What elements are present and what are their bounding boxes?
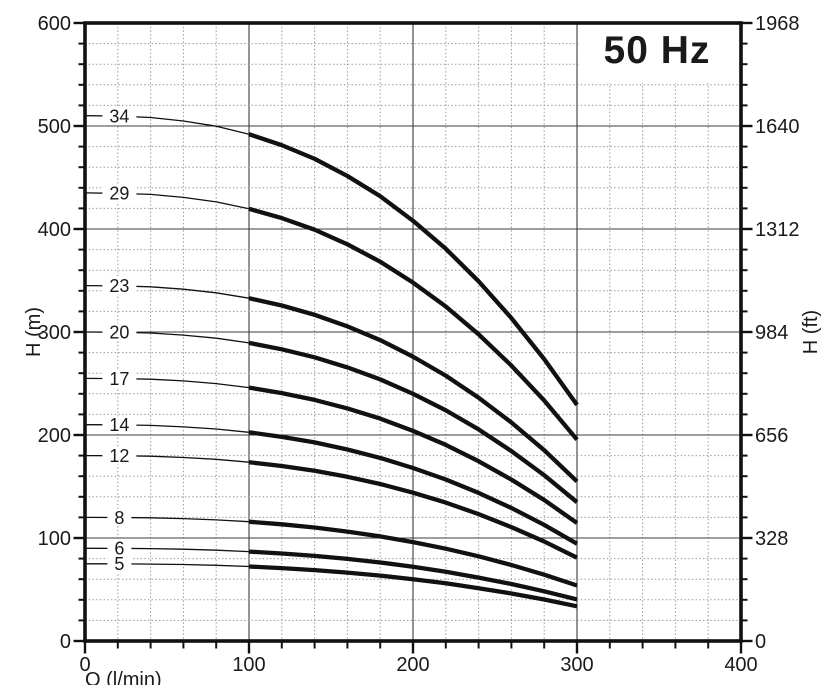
curve-20-thick [248, 340, 579, 504]
curve-label-6: 6 [114, 539, 124, 559]
x-tick-label: 400 [724, 654, 757, 676]
curve-label-backdrop [102, 447, 137, 465]
x-tick-label: 0 [79, 654, 90, 676]
y-left-tick-label: 300 [38, 322, 71, 344]
curve-12-thick [248, 460, 578, 560]
y-right-tick-label: 0 [755, 631, 766, 653]
y-left-tick-label: 600 [38, 13, 71, 35]
x-tick-label: 300 [560, 654, 593, 676]
curve-5-thick [248, 564, 578, 609]
frame-layer: 0100200300400500600032865698413121640196… [38, 13, 800, 676]
curve-29-thick [248, 206, 579, 441]
curves-layer [84, 115, 579, 609]
x-tick-label: 100 [232, 654, 265, 676]
curve-label-17: 17 [109, 369, 129, 389]
curve-label-34: 34 [109, 106, 129, 126]
curve-label-backdrop [102, 323, 137, 341]
grid-layer [85, 23, 741, 641]
curve-label-backdrop [107, 555, 132, 573]
curve-label-20: 20 [109, 323, 129, 343]
curve-23-thick [248, 296, 579, 483]
y-left-axis-title: H (m) [23, 307, 45, 357]
curve-label-backdrop [102, 277, 137, 295]
y-right-tick-label: 328 [755, 528, 788, 550]
x-axis-title: Q (l/min) [85, 669, 162, 685]
y-right-tick-label: 656 [755, 425, 788, 447]
x-tick-label: 200 [396, 654, 429, 676]
y-left-tick-label: 0 [60, 631, 71, 653]
y-left-tick-label: 200 [38, 425, 71, 447]
curve-label-5: 5 [114, 554, 124, 574]
y-right-tick-label: 1640 [755, 116, 800, 138]
curve-label-backdrop [102, 184, 137, 202]
curve-label-23: 23 [109, 276, 129, 296]
y-left-tick-label: 100 [38, 528, 71, 550]
y-right-tick-label: 1968 [755, 13, 800, 35]
chart-title: 50 Hz [604, 29, 711, 72]
curve-label-backdrop [102, 370, 137, 388]
y-right-tick-label: 984 [755, 322, 788, 344]
curve-labels-layer: 34 29 23 20 17 14 12 8 65 [102, 106, 137, 574]
curve-34-thick [248, 132, 579, 407]
curve-label-backdrop [107, 509, 132, 526]
curve-label-12: 12 [109, 446, 129, 466]
curve-17-thick [248, 385, 579, 525]
curve-label-14: 14 [109, 415, 129, 435]
curve-label-backdrop [102, 107, 137, 125]
y-right-tick-label: 1312 [755, 219, 800, 241]
curve-14-thick [248, 430, 579, 546]
title-backdrop [579, 25, 739, 83]
curve-6-thick [248, 549, 578, 602]
curve-label-8: 8 [114, 508, 124, 528]
curve-label-backdrop [107, 539, 132, 557]
curve-label-29: 29 [109, 184, 129, 204]
y-left-tick-label: 500 [38, 116, 71, 138]
curve-label-backdrop [102, 416, 137, 434]
y-left-tick-label: 400 [38, 219, 71, 241]
curve-8-thick [248, 519, 578, 588]
y-right-axis-title: H (ft) [800, 310, 822, 354]
